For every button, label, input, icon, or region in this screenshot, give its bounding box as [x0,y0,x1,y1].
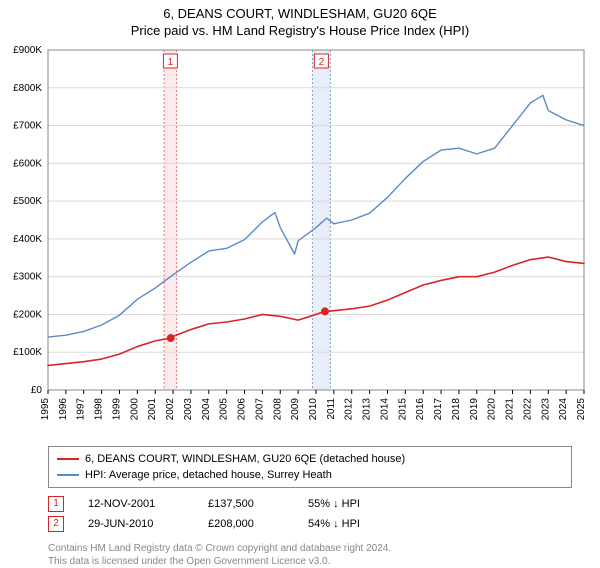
svg-text:1998: 1998 [94,398,105,421]
svg-text:£900K: £900K [13,45,42,56]
chart-subtitle: Price paid vs. HM Land Registry's House … [0,23,600,38]
legend-item: 6, DEANS COURT, WINDLESHAM, GU20 6QE (de… [57,451,563,467]
svg-text:2001: 2001 [147,398,158,421]
sale-delta: 55% ↓ HPI [308,494,428,514]
svg-text:2022: 2022 [522,398,533,421]
sale-marker-badge: 1 [48,496,64,512]
svg-text:2000: 2000 [129,398,140,421]
svg-text:2003: 2003 [183,398,194,421]
chart-area: £0 £100K £200K £300K £400K £500K £600K £700K £80… [0,40,600,440]
svg-text:1995: 1995 [40,398,51,421]
svg-text:1999: 1999 [111,398,122,421]
svg-text:£300K: £300K [13,272,42,283]
footer-line: This data is licensed under the Open Gov… [48,555,600,568]
svg-text:2008: 2008 [272,398,283,421]
svg-text:2020: 2020 [487,398,498,421]
svg-text:£0: £0 [31,385,43,396]
svg-text:2013: 2013 [362,398,373,421]
sale-price: £137,500 [208,494,308,514]
svg-text:2018: 2018 [451,398,462,421]
svg-text:£800K: £800K [13,83,42,94]
page: 6, DEANS COURT, WINDLESHAM, GU20 6QE Pri… [0,0,600,568]
sales-table: 1 12-NOV-2001 £137,500 55% ↓ HPI 2 29-JU… [48,494,600,534]
footer: Contains HM Land Registry data © Crown c… [48,542,600,568]
sale-date: 29-JUN-2010 [88,514,208,534]
svg-text:1: 1 [168,57,174,68]
svg-text:£400K: £400K [13,234,42,245]
sale-marker-badge: 2 [48,516,64,532]
chart-title: 6, DEANS COURT, WINDLESHAM, GU20 6QE [0,6,600,21]
legend-swatch [57,458,79,460]
chart-titles: 6, DEANS COURT, WINDLESHAM, GU20 6QE Pri… [0,0,600,40]
legend-label: 6, DEANS COURT, WINDLESHAM, GU20 6QE (de… [85,451,405,467]
svg-text:2002: 2002 [165,398,176,421]
sale-price: £208,000 [208,514,308,534]
svg-text:2010: 2010 [308,398,319,421]
svg-text:£500K: £500K [13,196,42,207]
sale-date: 12-NOV-2001 [88,494,208,514]
svg-text:£600K: £600K [13,158,42,169]
table-row: 1 12-NOV-2001 £137,500 55% ↓ HPI [48,494,600,514]
table-row: 2 29-JUN-2010 £208,000 54% ↓ HPI [48,514,600,534]
svg-text:2011: 2011 [326,398,337,420]
svg-text:2017: 2017 [433,398,444,421]
legend-label: HPI: Average price, detached house, Surr… [85,467,332,483]
svg-text:1997: 1997 [76,398,87,421]
svg-text:2: 2 [319,57,325,68]
svg-text:2021: 2021 [505,398,516,421]
footer-line: Contains HM Land Registry data © Crown c… [48,542,600,555]
svg-text:2009: 2009 [290,398,301,421]
svg-text:2023: 2023 [540,398,551,421]
svg-text:1996: 1996 [58,398,69,421]
svg-text:2014: 2014 [379,398,390,421]
svg-text:2006: 2006 [237,398,248,421]
svg-text:£100K: £100K [13,347,42,358]
svg-text:2005: 2005 [219,398,230,421]
sale-delta: 54% ↓ HPI [308,514,428,534]
svg-text:2012: 2012 [344,398,355,421]
line-chart: £0 £100K £200K £300K £400K £500K £600K £700K £80… [0,40,600,440]
svg-text:2004: 2004 [201,398,212,421]
svg-text:£700K: £700K [13,121,42,132]
svg-text:2015: 2015 [397,398,408,421]
svg-text:2025: 2025 [576,398,587,421]
legend: 6, DEANS COURT, WINDLESHAM, GU20 6QE (de… [48,446,572,488]
svg-text:2024: 2024 [558,398,569,421]
legend-item: HPI: Average price, detached house, Surr… [57,467,563,483]
legend-swatch [57,474,79,476]
svg-text:2019: 2019 [469,398,480,421]
svg-text:2016: 2016 [415,398,426,421]
svg-text:2007: 2007 [254,398,265,421]
svg-text:£200K: £200K [13,309,42,320]
